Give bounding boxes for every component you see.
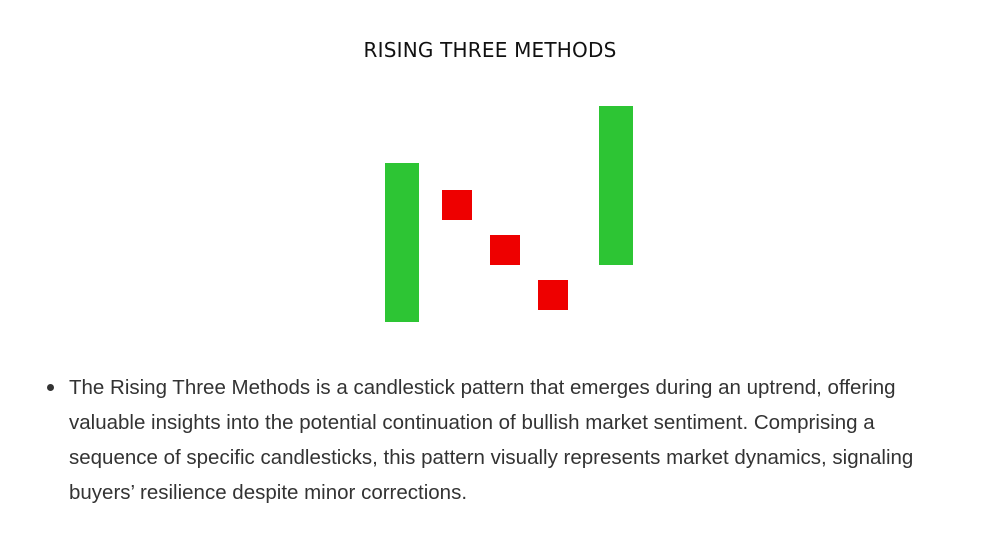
- bullish-candle-1: [385, 163, 419, 322]
- bearish-candle-3: [490, 235, 520, 265]
- bullish-candle-5: [599, 106, 633, 265]
- candlestick-pattern-diagram: [385, 106, 633, 322]
- description-item: The Rising Three Methods is a candlestic…: [44, 370, 964, 510]
- diagram-title: RISING THREE METHODS: [363, 38, 617, 62]
- bearish-candle-4: [538, 280, 568, 310]
- description-text: The Rising Three Methods is a candlestic…: [69, 376, 914, 504]
- bearish-candle-2: [442, 190, 472, 220]
- description-list: The Rising Three Methods is a candlestic…: [44, 370, 964, 510]
- bullet-icon: [47, 384, 54, 391]
